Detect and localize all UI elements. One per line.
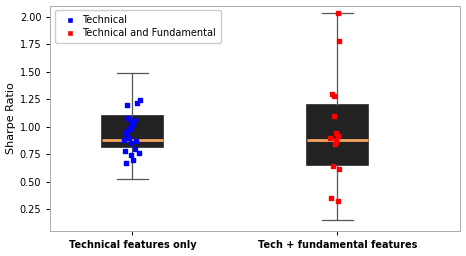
Point <box>137 98 144 102</box>
Point <box>132 139 140 143</box>
Point <box>336 167 343 171</box>
Point <box>121 138 128 142</box>
Point <box>121 149 128 153</box>
Point <box>130 158 137 162</box>
Point <box>332 140 340 144</box>
Point <box>127 153 135 157</box>
Point <box>329 92 336 96</box>
Point <box>333 138 340 142</box>
Point <box>127 120 135 124</box>
Point <box>127 141 135 145</box>
PathPatch shape <box>307 105 368 165</box>
Point <box>334 198 342 202</box>
Point <box>326 136 333 140</box>
Point <box>135 151 142 155</box>
Point <box>330 114 338 118</box>
Point <box>334 11 342 15</box>
Point <box>127 125 134 129</box>
Y-axis label: Sharpe Ratio: Sharpe Ratio <box>6 83 15 154</box>
Point <box>131 147 139 151</box>
Point <box>336 39 343 43</box>
Point <box>123 129 131 133</box>
Point <box>132 118 139 122</box>
Point <box>335 134 342 138</box>
PathPatch shape <box>102 116 163 147</box>
Point <box>328 196 335 200</box>
Point <box>125 136 133 140</box>
Point <box>134 100 141 104</box>
Legend: Technical, Technical and Fundamental: Technical, Technical and Fundamental <box>55 10 221 43</box>
Point <box>124 116 131 120</box>
Point <box>123 103 131 107</box>
Point <box>330 94 337 98</box>
Point <box>123 134 130 138</box>
Point <box>333 131 340 135</box>
Point <box>329 164 336 168</box>
Point <box>122 131 130 135</box>
Point <box>126 127 134 131</box>
Point <box>123 161 130 165</box>
Point <box>129 123 137 127</box>
Point <box>331 142 338 146</box>
